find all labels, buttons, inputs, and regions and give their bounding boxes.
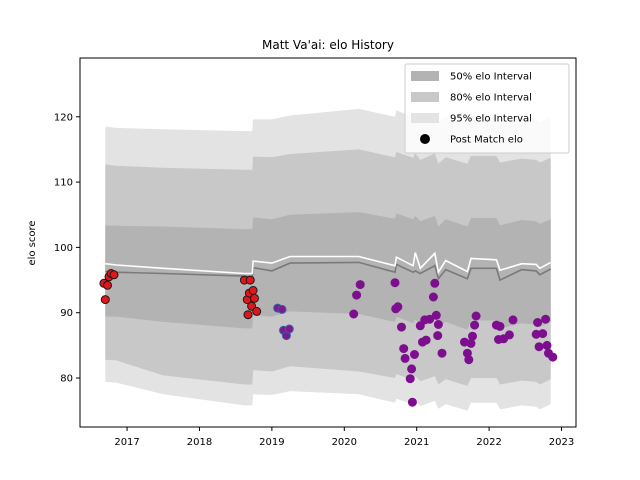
post-match-point	[538, 329, 548, 339]
post-match-point	[433, 331, 443, 341]
post-match-points	[99, 269, 558, 407]
post-match-point	[352, 290, 362, 300]
post-match-point	[252, 306, 262, 316]
post-match-point	[390, 278, 400, 288]
post-match-point	[248, 286, 258, 295]
x-tick-label: 2020	[332, 437, 357, 448]
legend-swatch	[411, 71, 439, 81]
x-tick-label: 2023	[549, 437, 574, 448]
legend-marker	[420, 134, 430, 144]
post-match-point	[464, 355, 474, 365]
plot-frame	[79, 57, 577, 428]
post-match-point	[284, 324, 294, 334]
legend-label: Post Match elo	[450, 135, 523, 146]
post-match-point	[430, 278, 440, 288]
y-tick-label: 90	[60, 308, 73, 319]
post-match-point	[431, 310, 441, 320]
post-match-point	[250, 293, 259, 303]
legend-label: 50% elo Interval	[450, 72, 532, 83]
post-match-point	[542, 340, 552, 350]
post-match-point	[504, 330, 514, 340]
y-axis: 80 90 100 110 120	[54, 112, 80, 385]
post-match-point	[541, 314, 551, 324]
y-axis-label: elo score	[27, 220, 38, 265]
post-match-point	[428, 292, 438, 302]
post-match-point	[433, 320, 443, 329]
post-match-point	[466, 338, 476, 348]
post-match-point	[548, 352, 558, 362]
plot-area	[99, 108, 558, 411]
x-tick-label: 2021	[404, 437, 429, 448]
post-match-point	[534, 342, 544, 352]
y-tick-label: 120	[54, 112, 73, 123]
post-match-point	[470, 320, 480, 330]
x-tick-label: 2018	[187, 437, 212, 448]
legend: 50% elo Interval 80% elo Interval 95% elo …	[404, 63, 570, 154]
y-tick-label: 80	[60, 374, 73, 385]
post-match-point	[407, 397, 417, 407]
post-match-point	[245, 275, 255, 285]
band-50-interval	[105, 212, 551, 330]
post-match-point	[397, 322, 406, 332]
post-match-point	[410, 350, 419, 359]
post-match-point	[405, 374, 415, 384]
post-match-point	[437, 348, 447, 358]
post-match-point	[533, 318, 543, 327]
post-match-point	[508, 315, 518, 325]
post-match-point	[415, 321, 425, 331]
y-tick-label: 100	[54, 243, 73, 254]
x-tick-label: 2017	[114, 437, 139, 448]
post-match-point	[393, 302, 403, 312]
x-tick-label: 2019	[259, 437, 284, 448]
post-match-point	[103, 280, 112, 290]
post-match-point	[407, 364, 417, 374]
post-match-point	[277, 304, 287, 314]
mean-line	[105, 251, 552, 275]
legend-box	[404, 63, 570, 154]
post-match-point	[109, 270, 119, 280]
post-match-point	[243, 310, 253, 320]
post-match-point	[349, 309, 359, 319]
chart-title: Matt Va'ai: elo History	[262, 38, 394, 52]
post-match-point	[471, 311, 481, 321]
post-match-point	[100, 295, 110, 305]
legend-swatch	[411, 92, 439, 102]
y-tick-label: 110	[54, 178, 73, 189]
x-tick-label: 2022	[476, 437, 501, 448]
post-match-point	[399, 344, 409, 354]
legend-label: 80% elo Interval	[450, 93, 532, 104]
post-match-point	[425, 314, 435, 324]
x-axis: 2017 2018 2019 2020 2021 2022 2023	[114, 427, 574, 448]
legend-swatch	[411, 113, 439, 123]
post-match-point	[355, 280, 365, 290]
legend-label: 95% elo Interval	[450, 114, 532, 125]
post-match-point	[468, 331, 477, 341]
post-match-point	[421, 335, 431, 345]
post-match-point	[400, 353, 410, 363]
post-match-point	[495, 321, 505, 331]
